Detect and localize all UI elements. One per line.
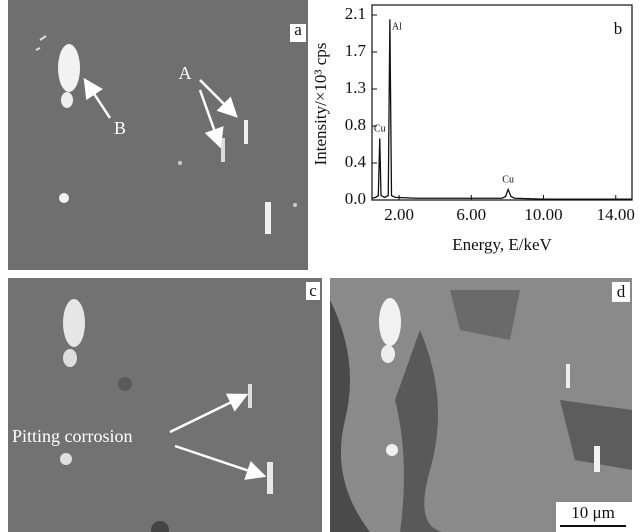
plot-frame <box>371 4 633 201</box>
x-tick-label: 6.00 <box>456 205 486 224</box>
y-tick-label: 0.8 <box>345 115 366 134</box>
panel-label: d <box>617 282 626 301</box>
scale-bar-label: 10 μm <box>571 503 615 522</box>
peak-label: Cu <box>374 124 386 135</box>
micrograph-a <box>8 0 308 270</box>
arrow <box>83 77 112 119</box>
peak-label: Cu <box>502 175 514 186</box>
arrow <box>198 89 224 149</box>
y-tick-label: 0.4 <box>345 152 367 171</box>
spectrum-line <box>371 19 632 200</box>
x-tick-label: 2.00 <box>384 205 414 224</box>
panel-label: a <box>294 20 302 39</box>
y-tick-label: 1.7 <box>345 41 367 60</box>
x-tick-label: 14.00 <box>597 205 635 224</box>
micrograph-c <box>8 278 322 532</box>
panel-label: b <box>614 19 623 38</box>
x-tick-label: 10.00 <box>524 205 562 224</box>
micrograph-d <box>330 278 632 532</box>
arrow-label: A <box>179 63 192 83</box>
arrow <box>169 393 249 434</box>
y-axis-label: Intensity/×10³ cps <box>311 43 330 166</box>
x-axis-label: Energy, E/keV <box>452 235 552 254</box>
panel-label: c <box>309 281 317 300</box>
arrow <box>174 444 267 480</box>
y-tick-label: 0.0 <box>345 189 366 208</box>
y-tick-label: 2.1 <box>345 4 366 23</box>
annotation: Pitting corrosion <box>12 426 133 446</box>
y-tick-label: 1.3 <box>345 78 366 97</box>
arrow <box>199 79 238 118</box>
peak-label: Al <box>392 22 402 33</box>
arrow-label: B <box>114 118 126 138</box>
